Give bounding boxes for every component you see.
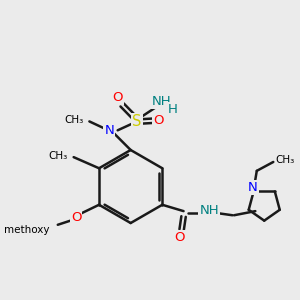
Text: O: O <box>112 92 123 104</box>
Text: CH₃: CH₃ <box>276 155 295 165</box>
Text: CH₃: CH₃ <box>48 151 67 160</box>
Text: O: O <box>153 114 164 127</box>
Text: NH: NH <box>152 95 172 108</box>
Text: methoxy: methoxy <box>4 226 50 236</box>
Text: N: N <box>248 181 258 194</box>
Text: S: S <box>132 114 142 129</box>
Text: O: O <box>71 211 81 224</box>
Text: NH: NH <box>200 204 219 217</box>
Text: N: N <box>104 124 114 137</box>
Text: O: O <box>175 231 185 244</box>
Text: H: H <box>168 103 178 116</box>
Text: CH₃: CH₃ <box>64 115 84 124</box>
